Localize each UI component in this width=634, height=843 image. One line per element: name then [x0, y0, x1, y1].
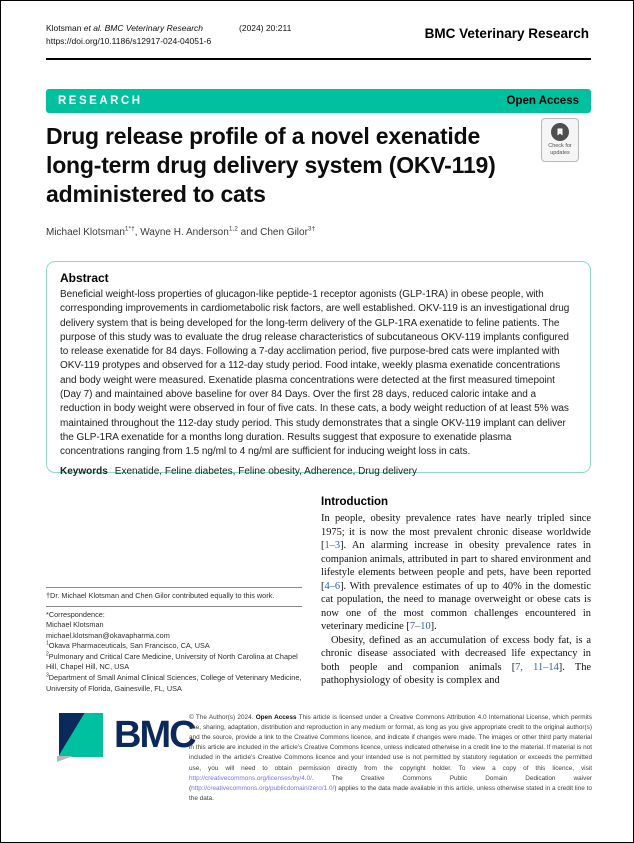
correspondence-email[interactable]: michael.klotsman@okavapharma.com	[46, 630, 170, 640]
open-access-label: Open Access	[506, 95, 579, 107]
affiliation-3: 3Department of Small Animal Clinical Sci…	[46, 672, 302, 693]
footnote-block: †Dr. Michael Klotsman and Chen Gilor con…	[46, 587, 302, 694]
article-type-label: RESEARCH	[58, 95, 143, 107]
bmc-logo-icon	[57, 713, 103, 762]
citation-link[interactable]: 1–3	[324, 540, 341, 552]
bmc-logo: BMC	[57, 713, 197, 762]
check-badge-label: Check for updates	[548, 143, 572, 157]
introduction-paragraph-2: Obesity, defined as an accumulation of e…	[321, 634, 591, 687]
doi-link[interactable]: https://doi.org/10.1186/s12917-024-04051…	[46, 36, 212, 47]
header-rule	[46, 58, 591, 60]
citation-text: Klotsman et al. BMC Veterinary Research	[46, 23, 204, 33]
introduction-section: Introduction In people, obesity prevalen…	[321, 496, 591, 688]
keywords-line: Keywords Exenatide, Feline diabetes, Feli…	[60, 466, 577, 477]
page-title: Drug release profile of a novel exenatid…	[46, 123, 496, 208]
header-citation-block: Klotsman et al. BMC Veterinary Research …	[46, 22, 291, 48]
correspondence-name: Michael Klotsman	[46, 620, 104, 630]
crossmark-icon	[551, 123, 569, 141]
affiliation-2: 2Pulmonary and Critical Care Medicine, U…	[46, 651, 298, 672]
affiliation-1: 1Okava Pharmaceuticals, San Francisco, C…	[46, 640, 210, 651]
license-link[interactable]: http://creativecommons.org/publicdomain/…	[191, 784, 335, 792]
license-link[interactable]: http://creativecommons.org/licenses/by/4…	[189, 774, 312, 782]
keywords-text: Exenatide, Feline diabetes, Feline obesi…	[114, 465, 418, 477]
abstract-heading: Abstract	[60, 271, 109, 285]
journal-name: BMC Veterinary Research	[424, 26, 589, 41]
correspondence-label: *Correspondence:	[46, 609, 105, 619]
check-for-updates-button[interactable]: Check for updates	[541, 118, 579, 162]
bmc-logo-text: BMC	[114, 714, 197, 756]
article-type-banner: RESEARCH Open Access	[46, 89, 591, 113]
introduction-heading: Introduction	[321, 496, 389, 508]
citation-link[interactable]: 7–10	[409, 621, 431, 633]
introduction-paragraph-1: In people, obesity prevalence rates have…	[321, 513, 591, 633]
license-paragraph: © The Author(s) 2024. Open Access This a…	[189, 714, 592, 802]
footnote-rule-top	[46, 587, 302, 588]
citation-ref: (2024) 20:211	[239, 23, 292, 33]
equal-contribution-note: †Dr. Michael Klotsman and Chen Gilor con…	[46, 591, 275, 600]
keywords-label: Keywords	[60, 465, 108, 477]
footnote-rule-bottom	[46, 605, 302, 607]
citation-link[interactable]: 7, 11–14	[515, 661, 559, 673]
abstract-box: Abstract Beneficial weight-loss properti…	[46, 261, 591, 477]
citation-link[interactable]: 4–6	[324, 580, 341, 592]
author-line: Michael Klotsman1*†, Wayne H. Anderson1,…	[46, 225, 316, 238]
abstract-body: Beneficial weight-loss properties of glu…	[60, 289, 570, 458]
